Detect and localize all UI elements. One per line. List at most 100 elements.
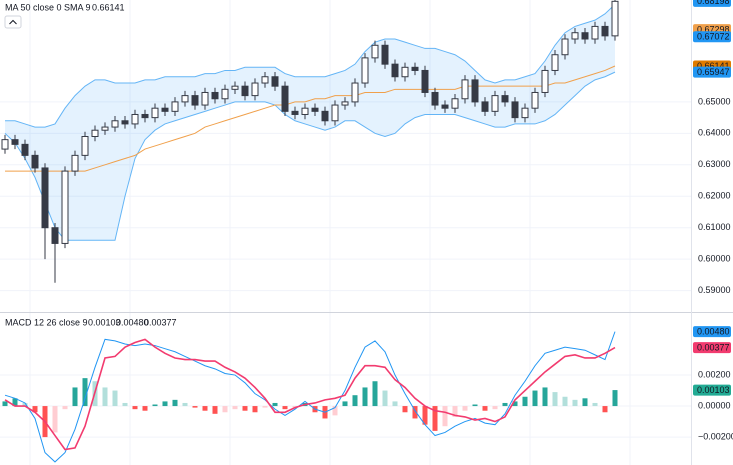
price-axis: 0.59000 0.60000 0.61000 0.62000 0.63000 0.640… (693, 0, 733, 441)
candle-body (191, 95, 199, 106)
candle-body (31, 154, 39, 169)
price-badge (693, 0, 731, 7)
histogram-bar (162, 401, 168, 407)
collapse-icon (9, 19, 17, 25)
candle-body (201, 91, 209, 106)
candle-body (611, 0, 619, 37)
legend-value: 0.00103 (88, 317, 121, 327)
candle-body (301, 107, 309, 115)
histogram-bar (2, 401, 8, 407)
candle-body (481, 101, 489, 112)
candle-body (141, 113, 149, 119)
histogram-bar (462, 406, 468, 411)
histogram-bar (72, 387, 78, 407)
candle-body (451, 98, 459, 109)
histogram-bar (362, 387, 368, 407)
candle-body (491, 95, 499, 112)
candle-body (551, 54, 559, 71)
candle-body (341, 101, 349, 106)
histogram-bar (112, 390, 118, 407)
histogram-bar (572, 399, 578, 407)
candle-body (91, 129, 99, 137)
y-tick-label: 0.61000 (698, 222, 731, 232)
histogram-bar (472, 404, 478, 407)
histogram-bar (582, 398, 588, 407)
y-tick-label: 0.59000 (698, 285, 731, 295)
histogram-bar (542, 387, 548, 407)
histogram-bar (242, 406, 248, 411)
candle-body (541, 69, 549, 93)
candle-body (331, 104, 339, 122)
histogram-bar (552, 392, 558, 407)
price-badge (693, 66, 731, 78)
histogram-bar (122, 402, 128, 407)
y-tick-label: 0.00200 (698, 369, 731, 379)
candle-body (511, 101, 519, 119)
histogram-bar (492, 406, 498, 410)
price-badge (693, 326, 731, 338)
candle-body (1, 139, 9, 150)
candle-body (531, 91, 539, 109)
candle-body (601, 25, 609, 37)
price-badge-label: 0.65947 (697, 67, 730, 77)
plot (0, 0, 691, 463)
histogram-bar (562, 396, 568, 407)
histogram-bar (352, 395, 358, 407)
histogram-bar (22, 402, 28, 407)
price-badge (693, 384, 731, 396)
histogram-bar (512, 401, 518, 407)
histogram-bar (592, 402, 598, 407)
candle-body (161, 107, 169, 112)
histogram-bar (172, 399, 178, 407)
candle-body (351, 82, 359, 103)
histogram-bar (272, 402, 278, 407)
price-badge-label: 0.67298 (697, 25, 730, 35)
histogram-bar (602, 406, 608, 413)
candle-body (521, 107, 529, 119)
candle-body (411, 66, 419, 71)
price-badge-label: 0.00377 (697, 342, 730, 352)
band-lower (4, 71, 616, 241)
legend-main: MA 50 close 0 SMA 9 0.66141 (4, 2, 125, 29)
histogram-bar (222, 406, 228, 413)
candle-body (591, 25, 599, 40)
candle-body (501, 95, 509, 103)
histogram-bar (452, 406, 458, 417)
candle-body (421, 69, 429, 93)
histogram-bar (102, 387, 108, 407)
histogram-bar (182, 402, 188, 407)
candle-body (241, 85, 249, 97)
candle-body (121, 120, 129, 125)
candle-body (461, 79, 469, 100)
price-badge-label: 0.68198 (697, 0, 730, 6)
candle-body (311, 107, 319, 112)
histogram-bar (502, 402, 508, 407)
histogram-bar (282, 406, 288, 410)
candle-body (211, 91, 219, 100)
y-tick-label: 0.63000 (698, 159, 731, 169)
candle-body (321, 110, 329, 122)
price-badge-label: 0.67072 (697, 32, 730, 42)
candle-body (51, 227, 59, 244)
histogram-bar (142, 406, 148, 411)
histogram-bar (12, 398, 18, 407)
candle-body (361, 57, 369, 84)
histogram-bar (152, 404, 158, 407)
histogram-bar (372, 381, 378, 407)
histogram-bar (432, 406, 438, 431)
histogram-bar (442, 406, 448, 427)
histogram-bar (52, 406, 58, 433)
candle-body (581, 32, 589, 40)
collapse-button[interactable] (4, 15, 22, 29)
legend-label: MACD 12 26 close 9 (5, 317, 88, 327)
histogram-bar (262, 406, 268, 408)
candle-body (371, 44, 379, 59)
candle-body (441, 104, 449, 109)
grid (29, 0, 631, 465)
histogram-bar (382, 390, 388, 407)
y-tick-label: 0.64000 (698, 128, 731, 138)
signal-line (4, 338, 616, 451)
histogram-bar (232, 406, 238, 410)
candle-body (261, 76, 269, 84)
y-tick-label: 0.00000 (698, 400, 731, 410)
